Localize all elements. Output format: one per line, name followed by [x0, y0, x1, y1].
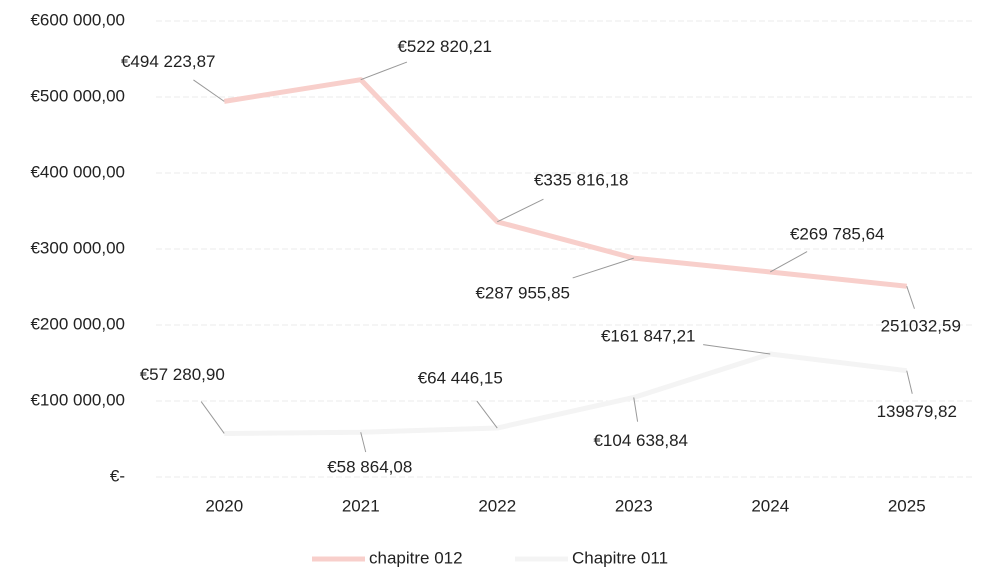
x-tick-label: 2025 — [888, 496, 926, 515]
data-label: €161 847,21 — [601, 326, 696, 345]
leader-line — [360, 432, 367, 453]
data-label: €522 820,21 — [397, 37, 492, 56]
data-label: 139879,82 — [877, 402, 957, 421]
data-label: €287 955,85 — [475, 284, 570, 303]
x-tick-label: 2020 — [205, 496, 243, 515]
y-tick-label: €400 000,00 — [30, 162, 125, 181]
leader-line — [476, 400, 498, 429]
legend-label: chapitre 012 — [369, 548, 463, 567]
y-tick-label: €100 000,00 — [30, 390, 125, 409]
data-label: €494 223,87 — [121, 52, 216, 71]
series-line — [223, 77, 908, 289]
leader-line — [193, 79, 225, 102]
leader-line — [770, 251, 808, 273]
leader-line — [497, 198, 544, 223]
data-label: 251032,59 — [881, 317, 961, 336]
y-tick-label: €- — [110, 466, 125, 485]
y-tick-label: €300 000,00 — [30, 238, 125, 257]
data-label: €58 864,08 — [327, 458, 412, 477]
x-tick-label: 2022 — [478, 496, 516, 515]
data-label: €335 816,18 — [534, 170, 629, 189]
leader-line — [572, 257, 634, 279]
leader-line — [906, 286, 915, 309]
data-label: €64 446,15 — [418, 369, 503, 388]
data-label: €269 785,64 — [790, 224, 885, 243]
legend-label: Chapitre 011 — [572, 548, 668, 567]
leader-line — [200, 401, 225, 434]
y-tick-label: €500 000,00 — [30, 86, 125, 105]
data-label: €104 638,84 — [593, 431, 688, 450]
data-label: €57 280,90 — [140, 365, 225, 384]
series-line — [224, 351, 908, 436]
leader-line — [703, 344, 771, 355]
y-tick-label: €600 000,00 — [30, 10, 125, 29]
leader-line — [906, 370, 913, 394]
leader-line — [360, 61, 408, 81]
x-tick-label: 2024 — [751, 496, 789, 515]
x-tick-label: 2021 — [342, 496, 380, 515]
y-tick-label: €200 000,00 — [30, 314, 125, 333]
x-tick-label: 2023 — [615, 496, 653, 515]
leader-line — [633, 397, 639, 422]
